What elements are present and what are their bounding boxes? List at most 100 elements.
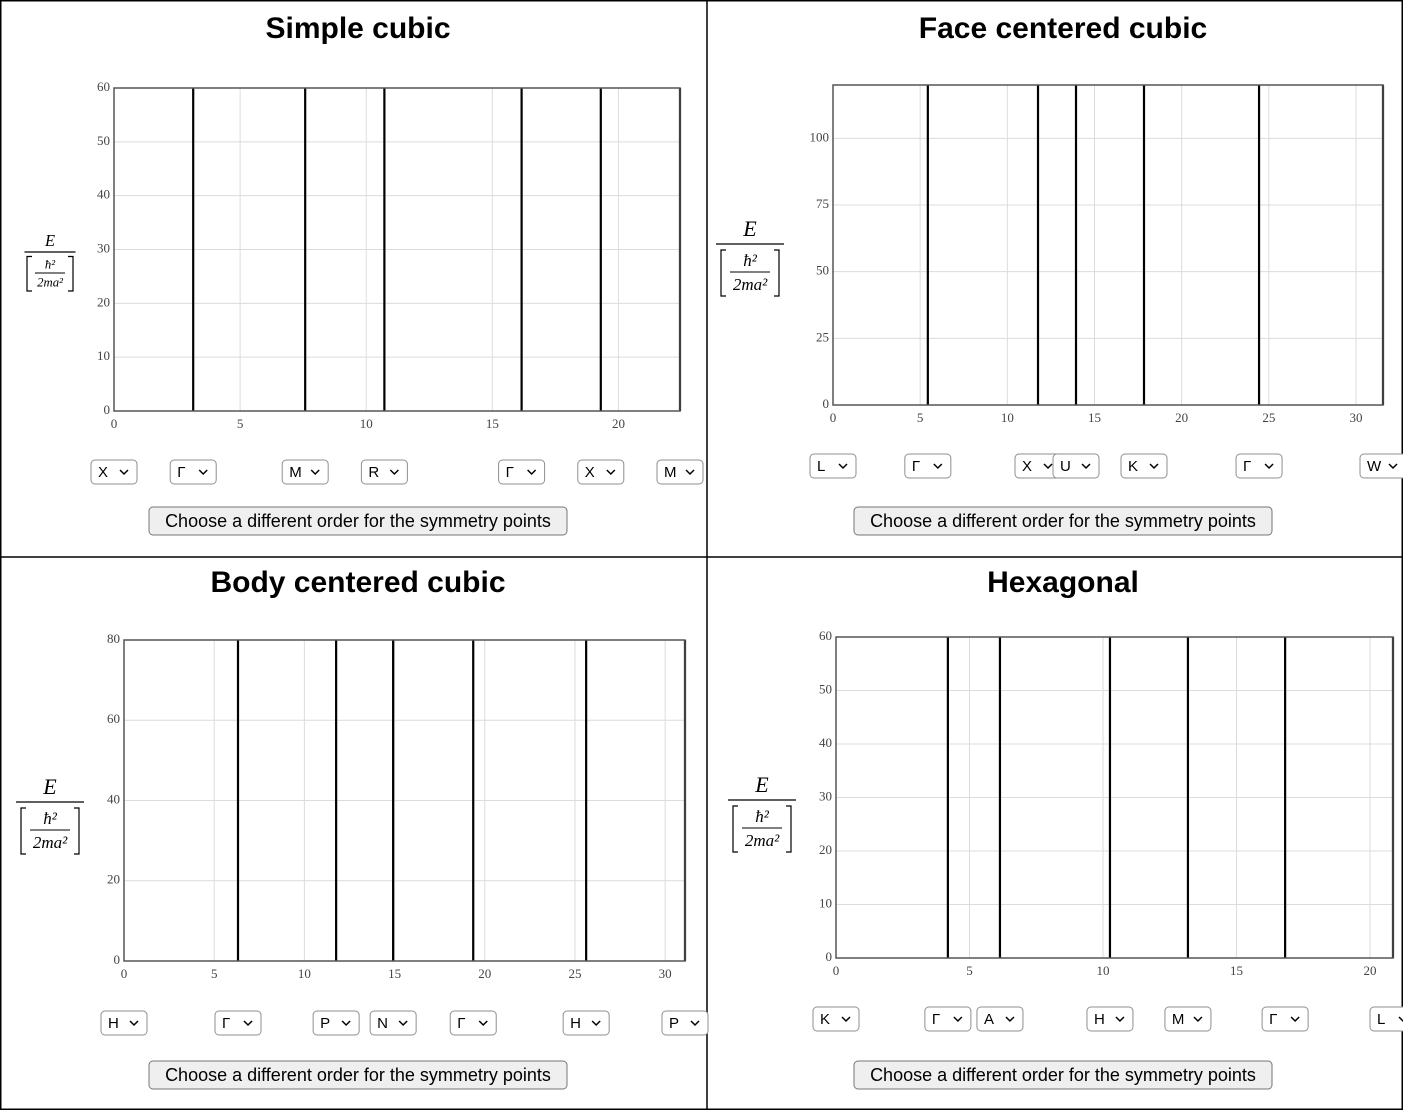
dropdown-label: Γ [177, 464, 185, 481]
dropdown-chevron [1398, 1016, 1403, 1023]
button[interactable]: Choose a different order for the symmetr… [853, 1060, 1273, 1090]
dropdown-box [169, 459, 217, 485]
x-tick-label: 10 [1097, 963, 1110, 978]
y-label-symbol: E [754, 772, 769, 797]
dropdown-box [812, 1006, 860, 1032]
dropdown[interactable]: Γ [214, 1010, 262, 1036]
dropdown-chevron [838, 463, 848, 470]
dropdown-label: Γ [932, 1011, 940, 1028]
dropdown-label: X [585, 464, 595, 481]
dropdown-label: W [1367, 458, 1382, 475]
plot-frame [832, 84, 1384, 406]
x-tick-label: 15 [1088, 410, 1101, 425]
dropdown[interactable]: Γ [169, 459, 217, 485]
dropdown[interactable]: W [1359, 453, 1403, 479]
dropdown-chevron [1005, 1016, 1015, 1023]
dropdown-chevron [606, 469, 616, 476]
dropdown-box [661, 1010, 709, 1036]
y-tick-label: 20 [97, 294, 110, 309]
button-label: Choose a different order for the symmetr… [165, 1065, 551, 1085]
x-tick-label: 0 [121, 966, 128, 981]
dropdown-chevron [1149, 463, 1159, 470]
chart-title: Face centered cubic [919, 12, 1207, 45]
y-tick-label: 25 [816, 329, 829, 344]
dropdown[interactable]: X [1014, 453, 1062, 479]
dropdown-chevron [591, 1020, 601, 1027]
y-label-numerator: ħ² [755, 807, 770, 826]
button[interactable]: Choose a different order for the symmetr… [148, 506, 568, 536]
dropdown[interactable]: R [360, 459, 408, 485]
dropdown[interactable]: H [100, 1010, 148, 1036]
dropdown[interactable]: U [1052, 453, 1100, 479]
dropdown[interactable]: Γ [498, 459, 546, 485]
x-tick-label: 30 [659, 966, 672, 981]
dropdown[interactable]: H [562, 1010, 610, 1036]
dropdown[interactable]: Γ [449, 1010, 497, 1036]
dropdown[interactable]: Γ [924, 1006, 972, 1032]
dropdown-label: L [817, 458, 825, 475]
dropdown-label: Γ [506, 464, 514, 481]
button-box [853, 506, 1273, 536]
plot-frame [113, 87, 681, 412]
dropdown[interactable]: A [976, 1006, 1024, 1032]
x-tick-label: 5 [917, 410, 924, 425]
x-tick-label: 15 [388, 966, 401, 981]
dropdown[interactable]: P [661, 1010, 709, 1036]
y-tick-label: 50 [816, 263, 829, 278]
dropdown-chevron [933, 463, 943, 470]
y-tick-label: 60 [97, 79, 110, 94]
dropdown-chevron [478, 1020, 488, 1027]
dropdown-chevron [310, 469, 320, 476]
dropdown-chevron [198, 469, 208, 476]
dropdown-label: P [669, 1015, 679, 1032]
dropdown[interactable]: N [369, 1010, 417, 1036]
dropdown[interactable]: H [1086, 1006, 1134, 1032]
y-tick-label: 0 [823, 396, 830, 411]
dropdown-label: R [368, 464, 379, 481]
y-label-denominator: 2ma² [733, 275, 768, 294]
x-tick-label: 20 [1175, 410, 1188, 425]
dropdown-box [449, 1010, 497, 1036]
dropdown[interactable]: X [577, 459, 625, 485]
y-tick-label: 0 [826, 949, 833, 964]
dropdown-label: Γ [912, 458, 920, 475]
y-tick-label: 10 [819, 895, 832, 910]
y-tick-label: 20 [819, 842, 832, 857]
y-tick-label: 10 [97, 348, 110, 363]
dropdown-box [281, 459, 329, 485]
dropdown[interactable]: P [312, 1010, 360, 1036]
bracket [720, 249, 780, 297]
y-label-symbol: E [42, 774, 57, 799]
y-label-symbol: E [742, 216, 757, 241]
dropdown-chevron [841, 1016, 851, 1023]
dropdown[interactable]: Γ [1235, 453, 1283, 479]
x-tick-label: 5 [211, 966, 218, 981]
x-tick-label: 5 [237, 416, 244, 431]
dropdown[interactable]: M [281, 459, 329, 485]
dropdown[interactable]: X [90, 459, 138, 485]
dropdown[interactable]: K [812, 1006, 860, 1032]
dropdown[interactable]: Γ [1261, 1006, 1309, 1032]
dropdown-chevron [1193, 1016, 1203, 1023]
dropdown-box [1052, 453, 1100, 479]
y-tick-label: 40 [107, 791, 120, 806]
dropdown-label: A [984, 1011, 994, 1028]
x-tick-label: 15 [1230, 963, 1243, 978]
button[interactable]: Choose a different order for the symmetr… [148, 1060, 568, 1090]
y-tick-label: 80 [107, 631, 120, 646]
dropdown[interactable]: Γ [904, 453, 952, 479]
dropdown[interactable]: M [1164, 1006, 1212, 1032]
x-tick-label: 0 [830, 410, 837, 425]
dropdown-chevron [389, 469, 399, 476]
dropdown[interactable]: L [809, 453, 857, 479]
y-label-symbol: E [44, 231, 55, 250]
dropdown[interactable]: K [1120, 453, 1168, 479]
dropdown-chevron [398, 1020, 408, 1027]
plot-frame [835, 636, 1394, 959]
y-tick-label: 0 [114, 952, 121, 967]
dropdown[interactable]: M [656, 459, 704, 485]
dropdown[interactable]: L [1369, 1006, 1403, 1032]
dropdown-chevron [953, 1016, 963, 1023]
button[interactable]: Choose a different order for the symmetr… [853, 506, 1273, 536]
